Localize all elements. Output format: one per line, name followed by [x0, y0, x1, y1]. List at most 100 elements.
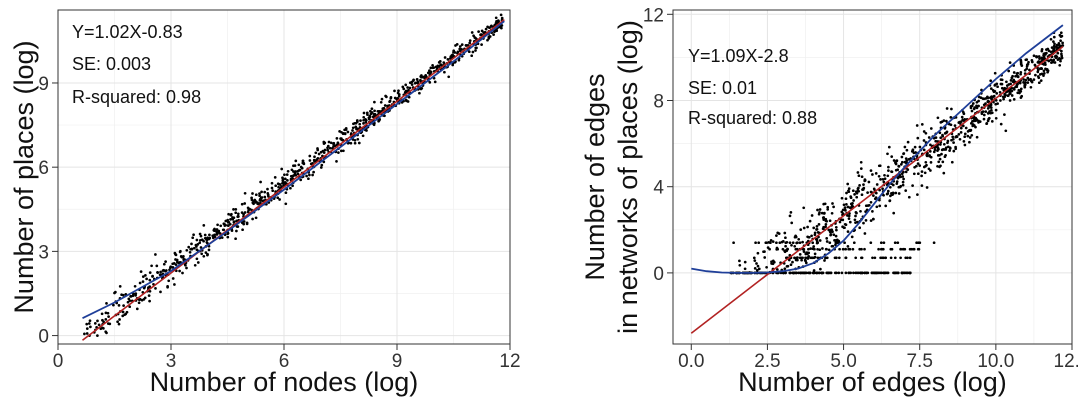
data-point [982, 117, 986, 121]
data-point [802, 250, 806, 253]
data-point [816, 256, 820, 260]
data-point [950, 107, 953, 111]
data-point [843, 208, 847, 212]
data-point [807, 247, 810, 251]
data-point [319, 166, 323, 169]
data-point [477, 30, 480, 33]
data-point [888, 199, 892, 202]
y-axis-title: in networks of places (log) [613, 20, 643, 334]
data-point [830, 244, 834, 248]
data-point [297, 169, 301, 172]
data-point [1059, 39, 1062, 43]
data-point [1023, 85, 1027, 89]
data-point [813, 231, 817, 235]
data-point [219, 224, 223, 228]
data-point [380, 97, 384, 101]
data-point [1061, 41, 1064, 45]
data-point [289, 177, 293, 181]
scatter-points [83, 13, 504, 337]
data-point [1016, 91, 1020, 95]
data-point [376, 109, 380, 113]
data-point [199, 234, 203, 238]
data-point [453, 51, 457, 54]
data-point [1052, 48, 1055, 52]
data-point [105, 302, 108, 305]
data-point [362, 122, 365, 125]
y-tick-label: 12 [643, 5, 664, 26]
data-point [933, 148, 937, 152]
data-point [1012, 78, 1016, 82]
data-point [1012, 71, 1016, 74]
data-point [796, 241, 799, 245]
data-point [776, 247, 780, 251]
x-tick-label: 9 [392, 351, 403, 372]
data-point [827, 271, 831, 275]
data-point [869, 219, 873, 222]
data-point [889, 247, 893, 251]
data-point [419, 75, 423, 78]
data-point [755, 268, 759, 272]
data-point [840, 196, 844, 200]
data-point [415, 77, 419, 81]
data-point [1024, 78, 1028, 82]
data-point [329, 141, 333, 145]
data-point [993, 71, 997, 75]
data-point [323, 141, 327, 145]
data-point [897, 185, 901, 189]
data-point [1034, 73, 1037, 77]
data-point [968, 140, 971, 144]
data-point [913, 145, 917, 149]
data-point [879, 247, 883, 251]
data-point [881, 177, 885, 181]
data-point [802, 271, 805, 275]
data-point [928, 150, 932, 153]
right-chart-panel: 0.0 2.5 5.0 7.5 10.0 12.5 0 4 8 12 Number of edges… [580, 5, 1078, 397]
data-point [106, 311, 110, 315]
data-point [824, 217, 828, 221]
data-point [769, 239, 773, 242]
data-point [342, 149, 345, 153]
data-point [848, 212, 851, 215]
data-point [903, 160, 907, 164]
data-point [900, 155, 904, 159]
data-point [969, 106, 973, 110]
data-point [187, 245, 191, 249]
data-point [1030, 60, 1034, 64]
data-point [151, 274, 154, 278]
data-point [923, 171, 927, 175]
data-point [353, 141, 357, 145]
data-point [174, 252, 177, 256]
data-point [251, 217, 254, 221]
data-point [344, 128, 348, 131]
data-point [308, 173, 311, 177]
data-point [1022, 78, 1025, 81]
data-point [1020, 94, 1024, 98]
data-point [929, 155, 933, 159]
smooth-fit-line [691, 24, 1064, 274]
x-axis-title: Number of edges (log) [738, 367, 1007, 397]
data-point [879, 178, 882, 181]
data-point [813, 252, 817, 256]
data-point [793, 235, 797, 239]
data-point [236, 212, 240, 216]
data-point [206, 253, 209, 257]
data-point [953, 124, 957, 127]
data-point [833, 239, 836, 242]
data-point [1057, 42, 1061, 45]
data-point [281, 181, 284, 185]
data-point [822, 212, 826, 215]
data-point [951, 135, 955, 139]
data-point [924, 160, 928, 164]
data-point [184, 263, 187, 267]
data-point [388, 100, 391, 104]
data-point [493, 30, 496, 34]
data-point [1011, 74, 1014, 78]
data-point [830, 211, 834, 215]
data-point [204, 251, 208, 254]
data-point [873, 256, 877, 260]
data-point [1026, 62, 1030, 66]
data-point [851, 247, 855, 251]
data-point [283, 177, 287, 181]
panel-border [672, 9, 1073, 345]
data-point [155, 264, 159, 268]
